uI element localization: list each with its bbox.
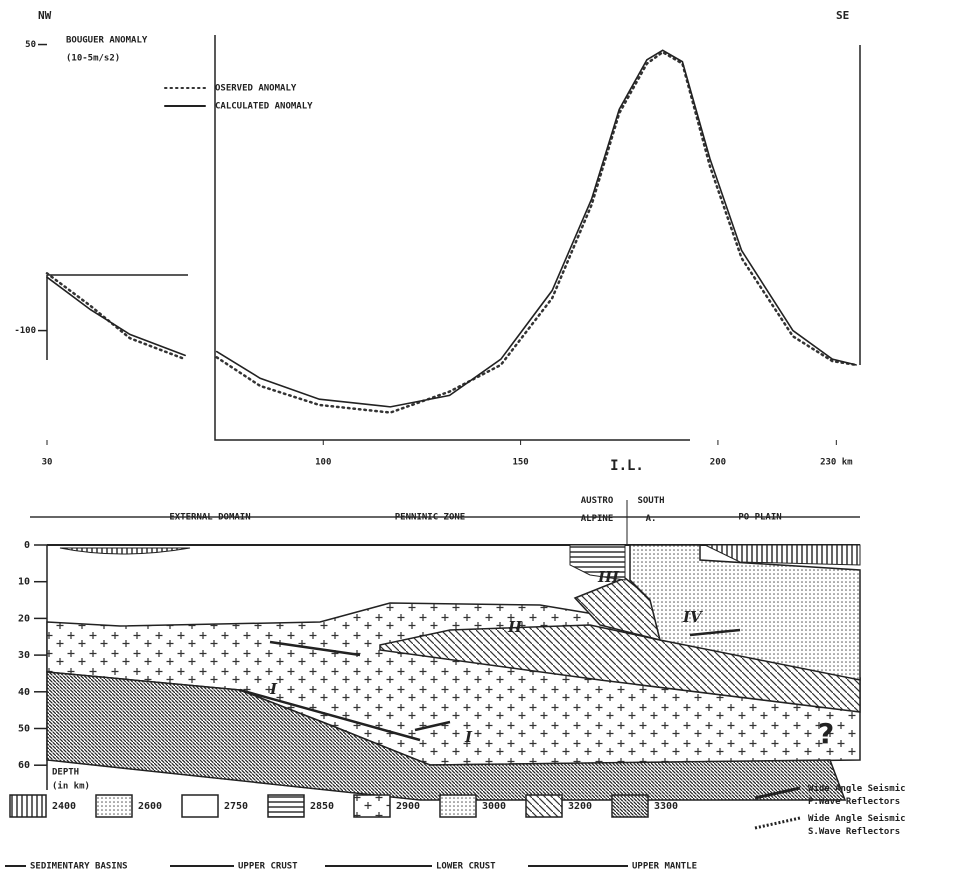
axis-main [214, 35, 690, 441]
anomaly-line [46, 49, 857, 408]
depth-unit: (in km) [52, 781, 90, 792]
legend-box [95, 794, 133, 818]
po-basin [704, 544, 861, 566]
depth-tick-label: 40 [18, 687, 30, 698]
legend-box [9, 794, 47, 818]
p-reflector-symbol [754, 786, 801, 800]
domain-label: PO PLAIN [738, 513, 781, 523]
depth-tick-label: 10 [18, 577, 30, 588]
depth-label: DEPTH [52, 768, 79, 778]
domain-label: SOUTH A. [637, 496, 664, 524]
il-label: I.L. [610, 458, 644, 474]
reflector-mark: III [597, 568, 620, 586]
boundary-legend: LOWER CRUST [436, 862, 496, 872]
reflector-legend: Wide Angle Seismic P.Wave Reflectors [808, 783, 906, 807]
question-mark: ? [818, 717, 834, 750]
reflector-mark: II [507, 618, 523, 636]
y-label: BOUGUER ANOMALY [66, 36, 148, 46]
reflector-legend: Wide Angle Seismic S.Wave Reflectors [808, 813, 906, 837]
boundary-legend: SEDIMENTARY BASINS [30, 862, 128, 872]
anomaly-chart: NW SE BOUGUER ANOMALY (10-5m/s2) 30 100 15… [14, 9, 861, 474]
x-tick-label: 30 [42, 458, 53, 468]
domain-label: PENNINIC ZONE [395, 513, 465, 523]
boundary-legend: UPPER CRUST [238, 862, 298, 872]
y-tick-label: 50 [25, 40, 36, 50]
x-tick-label: 200 [710, 458, 726, 468]
domain-label: AUSTRO ALPINE [581, 496, 614, 524]
depth-tick-label: 50 [18, 724, 30, 735]
cross-section: EXTERNAL DOMAIN PENNINIC ZONE AUSTRO ALPINE… [18, 496, 861, 801]
legend-density: 3000 [482, 801, 506, 812]
x-tick-label: 230 km [820, 458, 853, 468]
legend-density: 3300 [654, 801, 678, 812]
po-plain-fill [629, 544, 861, 681]
austroalpine-nappe [569, 544, 626, 581]
depth-tick-label: 60 [18, 760, 30, 771]
mantle [46, 671, 847, 801]
se-label: SE [836, 9, 849, 22]
legend-box [267, 794, 305, 818]
legend-box [525, 794, 563, 818]
x-tick-label: 100 [315, 458, 331, 468]
legend-density: 2850 [310, 801, 334, 812]
legend-density: 2400 [52, 801, 76, 812]
depth-tick-label: 20 [18, 613, 30, 624]
boundary-legend: UPPER MANTLE [632, 862, 697, 872]
legend-label: CALCULATED ANOMALY [215, 102, 313, 112]
legend-box [611, 794, 649, 818]
reflector-mark: I [269, 680, 278, 698]
legend-label: OSERVED ANOMALY [215, 84, 297, 94]
y-tick-label: -100 [14, 326, 36, 336]
legend-density: 2600 [138, 801, 162, 812]
reflectors [239, 628, 741, 742]
legend-box [353, 794, 391, 818]
legend: 2400 2600 2750 2850 2900 3000 3200 3300 Wide Ang… [5, 783, 906, 872]
axis-left-piece [46, 274, 188, 360]
depth-tick-label: 0 [24, 540, 30, 551]
legend-density: 2900 [396, 801, 420, 812]
x-tick-label: 150 [512, 458, 528, 468]
legend-box [439, 794, 477, 818]
s-reflector-symbol [754, 816, 801, 830]
reflector-mark: I [464, 728, 473, 746]
reflector-mark: IV [682, 608, 703, 626]
molasse-basin [59, 547, 191, 555]
nw-label: NW [38, 9, 52, 22]
legend-density: 3200 [568, 801, 592, 812]
legend-density: 2750 [224, 801, 248, 812]
depth-tick-label: 30 [18, 650, 30, 661]
legend-box [181, 794, 219, 818]
domain-label: EXTERNAL DOMAIN [169, 513, 250, 523]
y-unit: (10-5m/s2) [66, 54, 120, 64]
